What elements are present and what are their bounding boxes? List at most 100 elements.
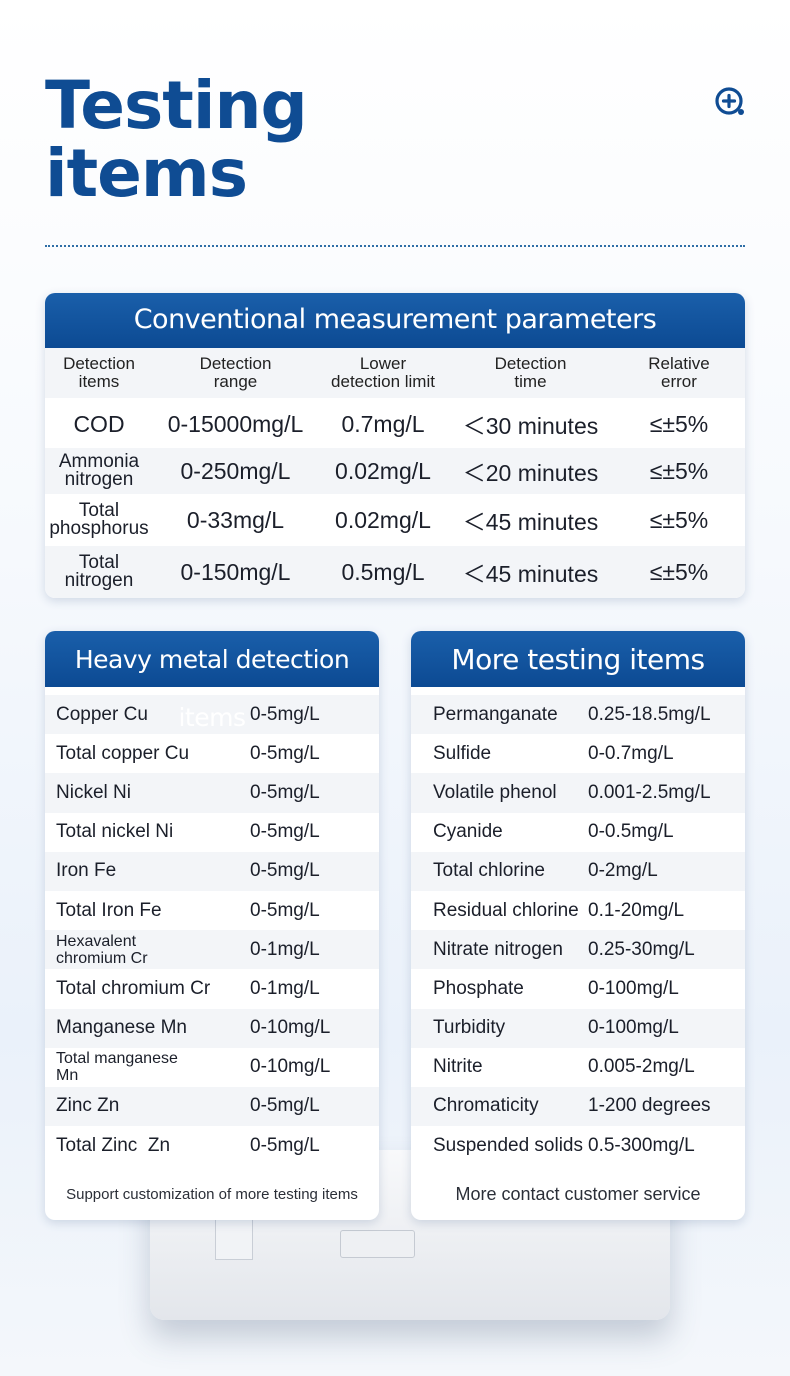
title-line-1: Testing bbox=[45, 67, 308, 144]
list-item: Total copper Cu 0-5mg/L bbox=[45, 734, 379, 773]
device-slot bbox=[340, 1230, 415, 1258]
item-range: 0-5mg/L bbox=[250, 860, 320, 882]
row-limit: 0.02mg/L bbox=[335, 506, 431, 533]
heavy-metal-heading: Heavy metal detection items bbox=[45, 631, 379, 732]
item-range: 0.5-300mg/L bbox=[588, 1134, 695, 1156]
item-name: Volatile phenol bbox=[433, 781, 557, 803]
item-range: 0.005-2mg/L bbox=[588, 1056, 695, 1078]
item-name: Nitrate nitrogen bbox=[433, 938, 563, 960]
item-name: Total nickel Ni bbox=[56, 821, 174, 843]
item-name: Total manganese Mn bbox=[56, 1050, 178, 1085]
item-range: 1-200 degrees bbox=[588, 1095, 711, 1117]
item-range: 0-5mg/L bbox=[250, 781, 320, 803]
title-line-2: items bbox=[45, 135, 248, 212]
more-testing-footer: More contact customer service bbox=[455, 1183, 701, 1204]
item-range: 0-5mg/L bbox=[250, 1095, 320, 1117]
row-item-name: Ammonia nitrogen bbox=[58, 451, 140, 490]
list-item: Residual chlorine 0.1-20mg/L bbox=[411, 891, 745, 930]
item-name: Nitrite bbox=[433, 1056, 483, 1078]
row-item-name: Total nitrogen bbox=[64, 552, 134, 591]
conventional-parameters-table: Conventional measurement parameters Dete… bbox=[45, 293, 745, 598]
item-name: Suspended solids bbox=[433, 1134, 583, 1156]
list-item: Total nickel Ni 0-5mg/L bbox=[45, 813, 379, 852]
row-error: ≤±5% bbox=[649, 506, 709, 533]
item-name: Total chlorine bbox=[433, 860, 545, 882]
list-item: Total chlorine 0-2mg/L bbox=[411, 851, 745, 891]
list-item: Copper Cu 0-5mg/L bbox=[45, 695, 379, 735]
row-time: ＜20 minutes bbox=[462, 460, 599, 486]
item-name: Total Zinc Zn bbox=[56, 1134, 171, 1156]
list-item: Suspended solids 0.5-300mg/L bbox=[411, 1126, 745, 1165]
item-range: 0.25-30mg/L bbox=[588, 938, 695, 960]
table-row: Total phosphorus 0-33mg/L 0.02mg/L ＜45 mi… bbox=[45, 494, 745, 546]
item-name: Permanganate bbox=[433, 703, 558, 725]
item-range: 0-5mg/L bbox=[250, 899, 320, 921]
row-limit: 0.7mg/L bbox=[341, 410, 425, 437]
list-item: Iron Fe 0-5mg/L bbox=[45, 851, 379, 891]
item-range: 0-5mg/L bbox=[250, 742, 320, 764]
item-name: Residual chlorine bbox=[433, 899, 579, 921]
row-time: ＜45 minutes bbox=[462, 561, 599, 587]
row-time: ＜30 minutes bbox=[462, 413, 599, 439]
row-range: 0-15000mg/L bbox=[167, 410, 304, 437]
row-range: 0-33mg/L bbox=[186, 506, 285, 533]
list-item: Total manganese Mn 0-10mg/L bbox=[45, 1048, 379, 1087]
item-name: Total chromium Cr bbox=[56, 977, 211, 999]
list-item: Volatile phenol 0.001-2.5mg/L bbox=[411, 773, 745, 813]
list-item: Cyanide 0-0.5mg/L bbox=[411, 813, 745, 852]
title-divider bbox=[45, 245, 745, 247]
row-time: ＜45 minutes bbox=[462, 509, 599, 535]
row-error: ≤±5% bbox=[649, 558, 709, 585]
item-name: Sulfide bbox=[433, 742, 492, 764]
more-testing-table: More testing items Permanganate 0.25-18.5… bbox=[411, 631, 745, 1220]
list-item: Nickel Ni 0-5mg/L bbox=[45, 773, 379, 813]
row-range: 0-250mg/L bbox=[180, 457, 291, 484]
row-error: ≤±5% bbox=[649, 410, 709, 437]
list-item: Chromaticity 1-200 degrees bbox=[411, 1086, 745, 1127]
item-range: 0-5mg/L bbox=[250, 1134, 320, 1156]
item-range: 0-5mg/L bbox=[250, 821, 320, 843]
row-item-name: Total phosphorus bbox=[49, 500, 149, 539]
item-name: Copper Cu bbox=[56, 703, 148, 725]
list-item: Turbidity 0-100mg/L bbox=[411, 1008, 745, 1048]
table-row: Total nitrogen 0-150mg/L 0.5mg/L ＜45 minu… bbox=[45, 546, 745, 598]
list-item: Total chromium Cr 0-1mg/L bbox=[45, 969, 379, 1008]
heavy-metal-table: Heavy metal detection items Copper Cu 0-5… bbox=[45, 631, 379, 1220]
item-name: Zinc Zn bbox=[56, 1095, 120, 1117]
item-range: 0-0.7mg/L bbox=[588, 742, 674, 764]
conventional-table-heading: Conventional measurement parameters bbox=[45, 293, 745, 348]
list-item: Phosphate 0-100mg/L bbox=[411, 969, 745, 1008]
table-row: Ammonia nitrogen 0-250mg/L 0.02mg/L ＜20 m… bbox=[45, 448, 745, 494]
item-name: Nickel Ni bbox=[56, 781, 131, 803]
list-item: Nitrate nitrogen 0.25-30mg/L bbox=[411, 930, 745, 970]
item-name: Turbidity bbox=[433, 1017, 506, 1039]
conventional-table-header-row: Detection items Detection range Lower detec… bbox=[45, 348, 745, 398]
item-name: Total Iron Fe bbox=[56, 899, 162, 921]
heavy-metal-footer: Support customization of more testing it… bbox=[66, 1185, 358, 1203]
list-item: Nitrite 0.005-2mg/L bbox=[411, 1048, 745, 1087]
item-range: 0-100mg/L bbox=[588, 977, 679, 999]
list-item: Hexavalent chromium Cr 0-1mg/L bbox=[45, 930, 379, 970]
more-testing-heading: More testing items bbox=[411, 631, 745, 687]
list-item: Total Zinc Zn 0-5mg/L bbox=[45, 1126, 379, 1165]
item-name: Iron Fe bbox=[56, 860, 117, 882]
row-limit: 0.02mg/L bbox=[335, 457, 431, 484]
list-item: Zinc Zn 0-5mg/L bbox=[45, 1086, 379, 1127]
item-range: 0-1mg/L bbox=[250, 977, 320, 999]
list-item: Permanganate 0.25-18.5mg/L bbox=[411, 695, 745, 735]
item-name: Chromaticity bbox=[433, 1095, 539, 1117]
list-item: Manganese Mn 0-10mg/L bbox=[45, 1008, 379, 1048]
item-range: 0-5mg/L bbox=[250, 703, 320, 725]
item-range: 0.25-18.5mg/L bbox=[588, 703, 711, 725]
row-range: 0-150mg/L bbox=[180, 558, 291, 585]
zoom-in-icon[interactable] bbox=[712, 84, 748, 120]
item-range: 0.1-20mg/L bbox=[588, 899, 685, 921]
row-error: ≤±5% bbox=[649, 457, 709, 484]
item-range: 0-0.5mg/L bbox=[588, 821, 674, 843]
column-header-items: Detection items bbox=[63, 354, 135, 391]
item-name: Phosphate bbox=[433, 977, 524, 999]
item-name: Cyanide bbox=[433, 821, 503, 843]
item-range: 0-10mg/L bbox=[250, 1056, 331, 1078]
row-limit: 0.5mg/L bbox=[341, 558, 425, 585]
column-header-range: Detection range bbox=[199, 354, 272, 391]
